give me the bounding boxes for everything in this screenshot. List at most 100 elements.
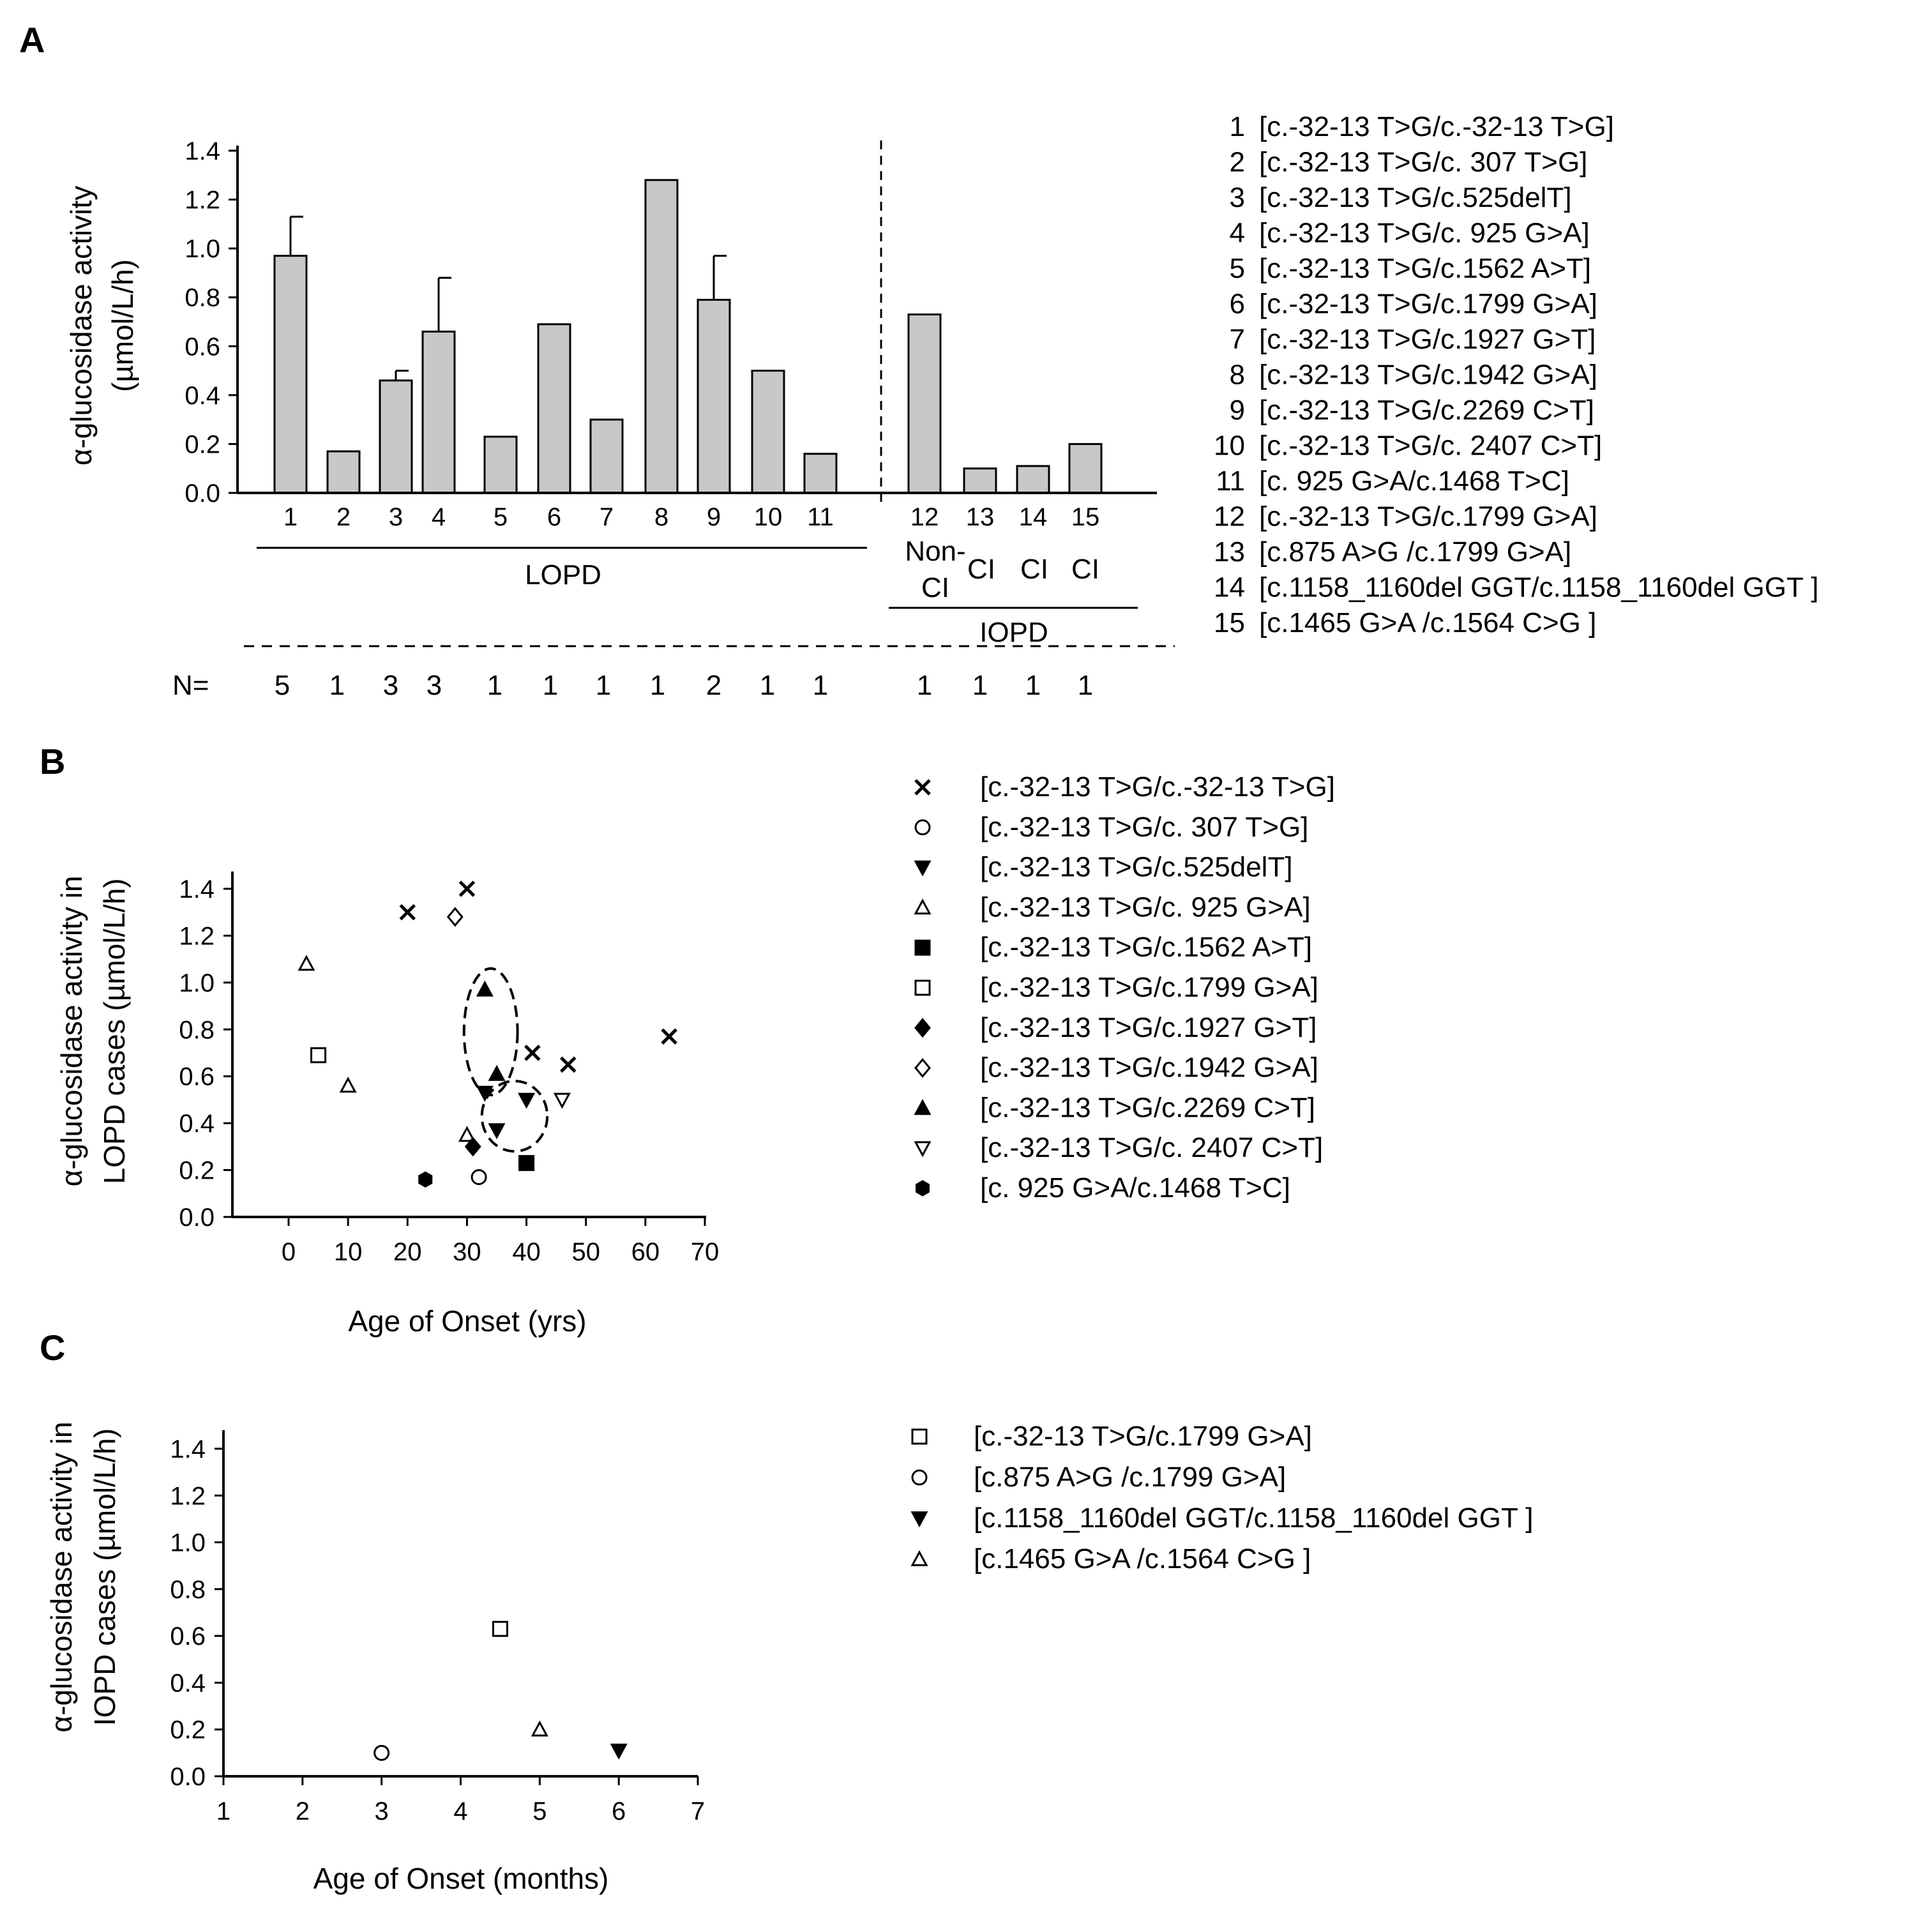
chart-a-group-lopd: LOPD (525, 559, 601, 591)
chart-a-bar (803, 453, 838, 494)
chart-b-ytick-label: 0.6 (179, 1063, 215, 1091)
chart-a-n-value: 1 (650, 670, 665, 701)
chart-a-xtick-label: 14 (1019, 503, 1048, 531)
chart-b-point (399, 903, 416, 921)
chart-c-point (374, 1744, 390, 1761)
chart-b-legend-text: [c. 925 G>A/c.1468 T>C] (980, 1172, 1290, 1204)
chart-a-n-value: 1 (487, 670, 502, 701)
chart-b-point (458, 1126, 476, 1142)
chart-c-ytick-label: 0.2 (170, 1716, 206, 1744)
chart-c-ylabel-line1: α-glucosidase activity in (45, 1422, 78, 1733)
chart-b-legend-marker (914, 939, 931, 956)
chart-b-legend-text: [c.-32-13 T>G/c. 925 G>A] (980, 891, 1311, 923)
chart-a-ytick-label: 1.0 (185, 235, 220, 263)
chart-c-point (610, 1743, 628, 1760)
chart-a-xtick-label: 5 (494, 503, 508, 531)
chart-a-bar (644, 179, 679, 494)
chart-c-xtick-label: 7 (691, 1797, 705, 1825)
chart-c-xtick-label: 1 (216, 1797, 230, 1825)
chart-a-legend-num: 7 (1230, 324, 1245, 355)
chart-c-xtick-label: 6 (612, 1797, 626, 1825)
chart-b-point (553, 1092, 571, 1109)
chart-c-legend-text: [c.1465 G>A /c.1564 C>G ] (974, 1543, 1311, 1575)
panel-label-b: B (40, 741, 65, 782)
chart-c-ytick-label: 1.4 (170, 1435, 206, 1463)
chart-a-n-value: 1 (917, 670, 932, 701)
chart-a-bar (751, 370, 785, 494)
chart-a-n-value: 1 (596, 670, 611, 701)
chart-a-legend-text: [c.-32-13 T>G/c.1942 G>A] (1259, 359, 1597, 391)
chart-b-ytick-label: 1.0 (179, 969, 215, 997)
chart-a-n-value: 5 (275, 670, 290, 701)
chart-a-legend-num: 1 (1230, 111, 1245, 142)
chart-c-legend-marker (910, 1511, 928, 1528)
chart-c-ytick-label: 1.0 (170, 1529, 206, 1557)
chart-c-legend-marker (911, 1469, 928, 1486)
chart-a-bar (589, 418, 624, 494)
chart-b-point (310, 1047, 327, 1064)
chart-a-legend-text: [c. 925 G>A/c.1468 T>C] (1259, 465, 1569, 497)
chart-a-xtick-label: 6 (547, 503, 561, 531)
chart-a-legend-text: [c.-32-13 T>G/c.2269 C>T] (1259, 395, 1594, 426)
chart-c-legend-marker (911, 1428, 928, 1445)
chart-a-legend-text: [c.-32-13 T>G/c.1562 A>T] (1259, 253, 1591, 284)
chart-b-ytick-label: 0.4 (179, 1110, 215, 1138)
chart-b-point (471, 1169, 487, 1186)
chart-b-xlabel: Age of Onset (yrs) (348, 1304, 586, 1338)
chart-b-point (524, 1045, 541, 1061)
chart-a-xtick-label: 12 (910, 503, 939, 531)
chart-b-point (476, 980, 494, 997)
chart-a-bar (537, 323, 571, 494)
chart-a-legend-text: [c.-32-13 T>G/c. 307 T>G] (1259, 147, 1587, 178)
chart-b-ytick-label: 1.4 (179, 875, 215, 903)
chart-a-n-value: 1 (329, 670, 345, 701)
chart-b-legend: [c.-32-13 T>G/c.-32-13 T>G] [c.-32-13 T>G… (914, 771, 1335, 1204)
chart-b-ytick-label: 0.8 (179, 1016, 215, 1044)
chart-c-point (492, 1620, 508, 1637)
chart-a-bar (1068, 442, 1103, 494)
chart-b-point (518, 1092, 536, 1109)
chart-a-xtick-label: 11 (807, 503, 834, 531)
chart-a-ytick-label: 1.4 (185, 137, 220, 165)
chart-b-legend-marker (914, 779, 931, 796)
chart-b-point (560, 1056, 577, 1073)
chart-c-xlabel: Age of Onset (months) (313, 1862, 609, 1895)
chart-b-legend-marker (914, 1018, 931, 1038)
chart-a-legend-text: [c.1158_1160del GGT/c.1158_1160del GGT ] (1259, 572, 1819, 603)
chart-b-point (518, 1155, 535, 1172)
chart-b-point (458, 880, 476, 897)
chart-a-ylabel-line1: α-glucosidase activity (64, 186, 98, 465)
chart-a-legend-num: 13 (1214, 536, 1245, 568)
chart-a-n-value: 1 (543, 670, 558, 701)
chart-a-xtick-label: 2 (336, 503, 351, 531)
chart-a-n-label: N= (172, 670, 209, 701)
chart-b-xtick-label: 60 (631, 1238, 660, 1266)
chart-a-ylabel-line2: (µmol/L/h) (106, 259, 139, 392)
chart-b-legend-marker (914, 1141, 932, 1158)
chart-a-ytick-label: 0.4 (185, 382, 220, 410)
chart-a-bar (1016, 465, 1050, 494)
chart-a-legend-num: 14 (1214, 572, 1245, 603)
chart-a-group-iopd: IOPD (979, 617, 1048, 648)
chart-b-xtick-label: 50 (571, 1238, 600, 1266)
chart-b-legend-text: [c.-32-13 T>G/c.1942 G>A] (980, 1052, 1318, 1084)
chart-b-ylabel-line2: LOPD cases (µmol/L/h) (98, 879, 131, 1184)
chart-a-legend-num: 12 (1214, 501, 1245, 533)
chart-a-n-value: 3 (383, 670, 398, 701)
chart-b-ylabel-line1: α-glucosidase activity in (55, 876, 88, 1187)
chart-a-legend-text: [c.-32-13 T>G/c.1799 G>A] (1259, 501, 1597, 533)
chart-a-legend-num: 9 (1230, 395, 1245, 426)
chart-b-point (446, 907, 464, 927)
chart-a-bar (907, 313, 942, 494)
chart-a-bar (963, 467, 997, 494)
chart-a-legend-text: [c.-32-13 T>G/c.-32-13 T>G] (1259, 111, 1614, 142)
chart-a-legend: 1 [c.-32-13 T>G/c.-32-13 T>G] 2 [c.-32-13 T… (1214, 111, 1818, 638)
chart-b-xtick-label: 0 (282, 1238, 296, 1266)
chart-a-n-value: 2 (706, 670, 721, 701)
chart-a-bar (697, 299, 731, 494)
chart-a-xtick-label: 7 (600, 503, 614, 531)
chart-a: α-glucosidase activity (µmol/L/h) 0.0 0.2… (64, 111, 1819, 701)
chart-a-n-value: 3 (426, 670, 442, 701)
chart-b-point (661, 1028, 677, 1045)
chart-a-bar (273, 255, 308, 494)
